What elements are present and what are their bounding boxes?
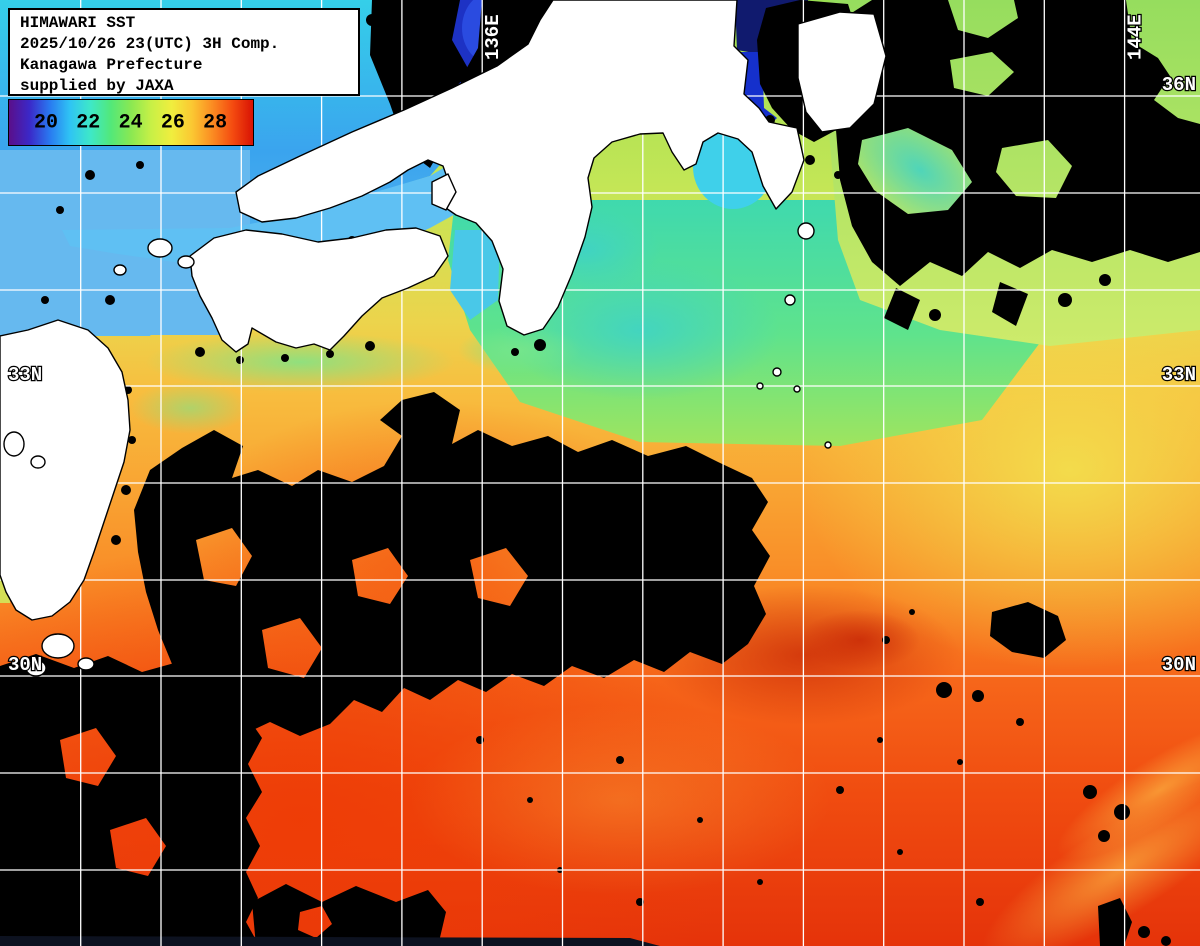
land-boso — [797, 11, 887, 133]
lat-label-right: 33N — [1162, 364, 1196, 386]
lon-label: 136E — [482, 14, 504, 60]
land-honshu — [235, 0, 805, 336]
lat-label-left: 30N — [8, 654, 42, 676]
lat-label-left: 33N — [8, 364, 42, 386]
colorbar-tick-label: 26 — [160, 111, 185, 134]
lat-label-right: 30N — [1162, 654, 1196, 676]
product-datetime: 2025/10/26 23(UTC) 3H Comp. — [20, 35, 280, 53]
colorbar-tick-label: 22 — [76, 111, 101, 134]
title-box: HIMAWARI SST 2025/10/26 23(UTC) 3H Comp.… — [8, 8, 360, 96]
product-title: HIMAWARI SST — [20, 14, 136, 32]
product-credit: supplied by JAXA — [20, 77, 174, 95]
lat-label-right: 36N — [1162, 74, 1196, 96]
colorbar-tick-label: 24 — [118, 111, 143, 134]
land-layer — [0, 0, 887, 677]
lon-label: 144E — [1125, 14, 1147, 60]
colorbar-ticks: 20 22 24 26 28 — [9, 100, 253, 145]
colorbar: 20 22 24 26 28 — [8, 99, 254, 146]
land-shikoku — [189, 227, 449, 353]
land-kyushu — [0, 319, 131, 621]
product-region: Kanagawa Prefecture — [20, 56, 203, 74]
colorbar-tick-label: 28 — [203, 111, 228, 134]
colorbar-tick-label: 20 — [33, 111, 59, 134]
grid-labels-layer: 136E 144E 36N 33N 33N 30N 30N — [7, 13, 1198, 677]
